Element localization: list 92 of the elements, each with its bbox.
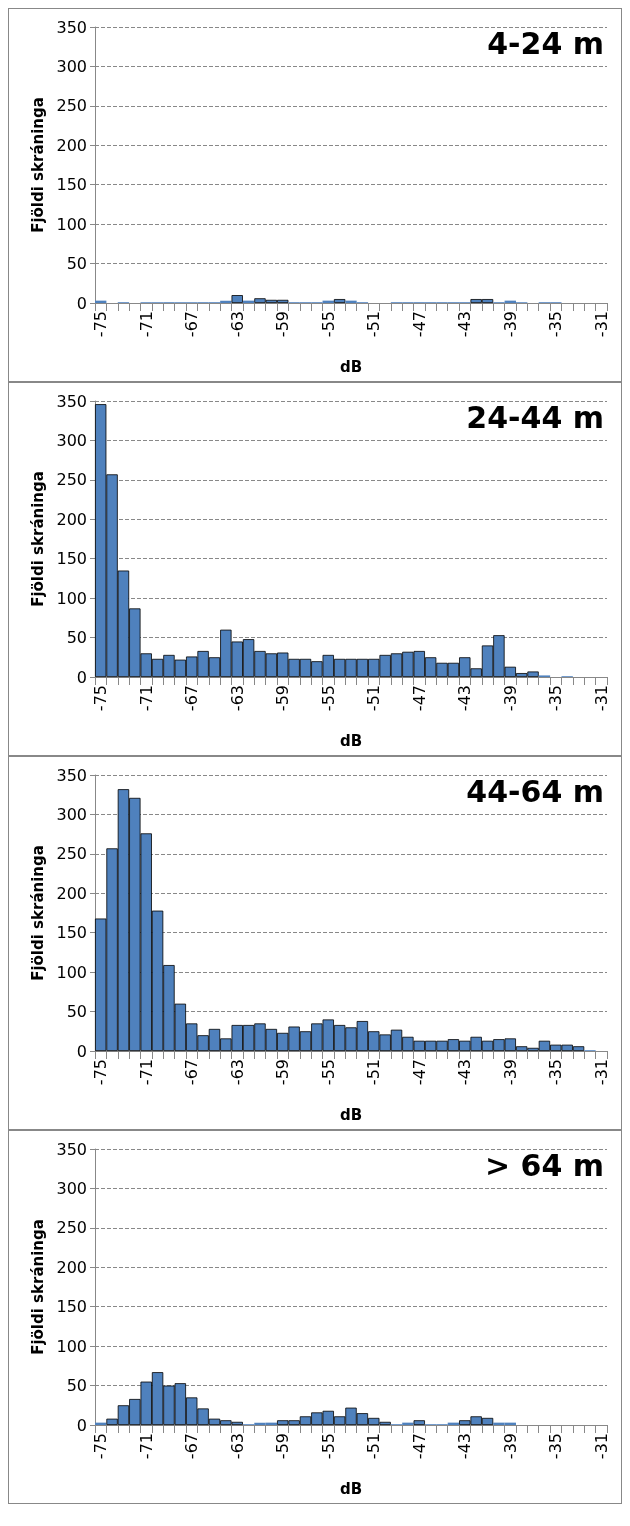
x-tick-label: -39 <box>500 1433 520 1460</box>
x-tick-label: -63 <box>227 311 247 338</box>
x-tick-label: -35 <box>546 311 566 338</box>
x-tick-label: -71 <box>136 685 156 712</box>
x-tick-label: -43 <box>455 1433 475 1460</box>
x-tick-label: -71 <box>136 311 156 338</box>
x-tick-label: -55 <box>318 311 338 338</box>
x-tick-label: -47 <box>409 311 429 338</box>
y-tick-label: 150 <box>56 1297 87 1317</box>
y-tick-label: 350 <box>56 765 87 785</box>
x-axis-title: dB <box>339 1479 363 1498</box>
x-tick-label: -75 <box>91 1059 111 1086</box>
y-tick-label: 250 <box>56 470 87 490</box>
y-tick-label: 50 <box>66 254 87 274</box>
x-tick-label: -43 <box>455 311 475 338</box>
y-tick-label: 100 <box>56 588 87 608</box>
y-tick-label: 150 <box>56 923 87 943</box>
y-tick-label: 50 <box>66 1002 87 1022</box>
y-tick-label: 200 <box>56 1257 87 1277</box>
y-tick-label: 200 <box>56 883 87 903</box>
y-tick-label: 300 <box>56 430 87 450</box>
x-tick-label: -67 <box>182 1433 202 1460</box>
chart-title: 4-24 m <box>487 25 604 61</box>
x-tick-label: -59 <box>273 1059 293 1086</box>
x-tick-label: -55 <box>318 1433 338 1460</box>
chart-title: 24-44 m <box>466 399 604 435</box>
y-tick-label: 350 <box>56 391 87 411</box>
y-tick-label: 0 <box>76 667 87 687</box>
x-tick-label: -63 <box>227 1433 247 1460</box>
chart-title: > 64 m <box>484 1147 605 1183</box>
x-tick-label: -35 <box>546 685 566 712</box>
y-tick-label: 50 <box>66 628 87 648</box>
y-tick-label: 300 <box>56 804 87 824</box>
y-tick-label: 250 <box>56 1218 87 1238</box>
y-tick-label: 250 <box>56 96 87 116</box>
x-tick-label: -35 <box>546 1433 566 1460</box>
x-tick-label: -59 <box>273 685 293 712</box>
y-tick-label: 300 <box>56 1178 87 1198</box>
y-tick-label: 0 <box>76 293 87 313</box>
x-tick-label: -31 <box>591 311 611 338</box>
x-tick-label: -55 <box>318 1059 338 1086</box>
y-tick-label: 100 <box>56 214 87 234</box>
chart-title: 44-64 m <box>466 773 604 809</box>
x-tick-label: -31 <box>591 1059 611 1086</box>
x-tick-label: -67 <box>182 1059 202 1086</box>
y-axis-title: Fjöldi skráninga <box>28 845 47 981</box>
x-axis-title: dB <box>339 731 363 750</box>
x-axis-title: dB <box>339 357 363 376</box>
y-axis-title: Fjöldi skráninga <box>28 97 47 233</box>
x-tick-label: -71 <box>136 1059 156 1086</box>
x-tick-label: -55 <box>318 685 338 712</box>
x-tick-label: -35 <box>546 1059 566 1086</box>
x-tick-label: -47 <box>409 685 429 712</box>
x-tick-label: -47 <box>409 1433 429 1460</box>
x-tick-label: -71 <box>136 1433 156 1460</box>
y-tick-label: 150 <box>56 175 87 195</box>
y-tick-label: 350 <box>56 17 87 37</box>
x-tick-label: -63 <box>227 685 247 712</box>
y-tick-label: 100 <box>56 1336 87 1356</box>
y-tick-label: 50 <box>66 1376 87 1396</box>
x-tick-label: -39 <box>500 1059 520 1086</box>
y-tick-label: 0 <box>76 1041 87 1061</box>
x-tick-label: -51 <box>364 685 384 712</box>
y-tick-label: 350 <box>56 1139 87 1159</box>
y-tick-label: 200 <box>56 135 87 155</box>
y-axis-title: Fjöldi skráninga <box>28 1219 47 1355</box>
x-tick-label: -67 <box>182 685 202 712</box>
y-tick-label: 200 <box>56 509 87 529</box>
y-tick-label: 0 <box>76 1415 87 1435</box>
x-tick-label: -75 <box>91 685 111 712</box>
x-tick-label: -59 <box>273 1433 293 1460</box>
x-tick-label: -75 <box>91 1433 111 1460</box>
x-tick-label: -31 <box>591 1433 611 1460</box>
x-tick-label: -47 <box>409 1059 429 1086</box>
x-tick-label: -51 <box>364 311 384 338</box>
x-tick-label: -43 <box>455 1059 475 1086</box>
y-tick-label: 150 <box>56 549 87 569</box>
x-tick-label: -67 <box>182 311 202 338</box>
y-axis-title: Fjöldi skráninga <box>28 471 47 607</box>
y-tick-label: 250 <box>56 844 87 864</box>
x-tick-label: -51 <box>364 1059 384 1086</box>
x-tick-label: -39 <box>500 311 520 338</box>
x-tick-label: -51 <box>364 1433 384 1460</box>
x-tick-label: -43 <box>455 685 475 712</box>
x-tick-label: -31 <box>591 685 611 712</box>
x-tick-label: -39 <box>500 685 520 712</box>
y-tick-label: 100 <box>56 962 87 982</box>
x-tick-label: -75 <box>91 311 111 338</box>
y-tick-label: 300 <box>56 56 87 76</box>
x-axis-title: dB <box>339 1105 363 1124</box>
x-tick-label: -59 <box>273 311 293 338</box>
x-tick-label: -63 <box>227 1059 247 1086</box>
